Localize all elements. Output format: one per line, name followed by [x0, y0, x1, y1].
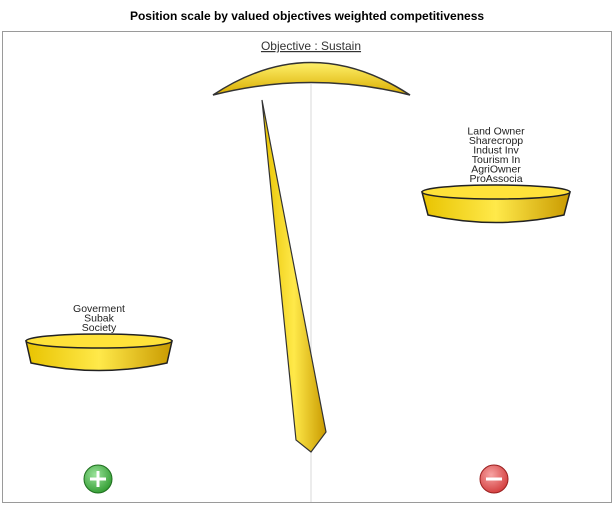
pan-label: ProAssocia [469, 173, 522, 185]
page: Position scale by valued objectives weig… [0, 0, 614, 508]
right-pan [422, 185, 570, 223]
subtitle: Objective : Sustain [261, 39, 361, 53]
pan-label: Society [82, 322, 117, 334]
left-pan [26, 334, 172, 371]
title: Position scale by valued objectives weig… [130, 9, 484, 23]
scale-window: Position scale by valued objectives weig… [0, 0, 614, 503]
remove-button[interactable] [480, 465, 508, 493]
add-button[interactable] [84, 465, 112, 493]
